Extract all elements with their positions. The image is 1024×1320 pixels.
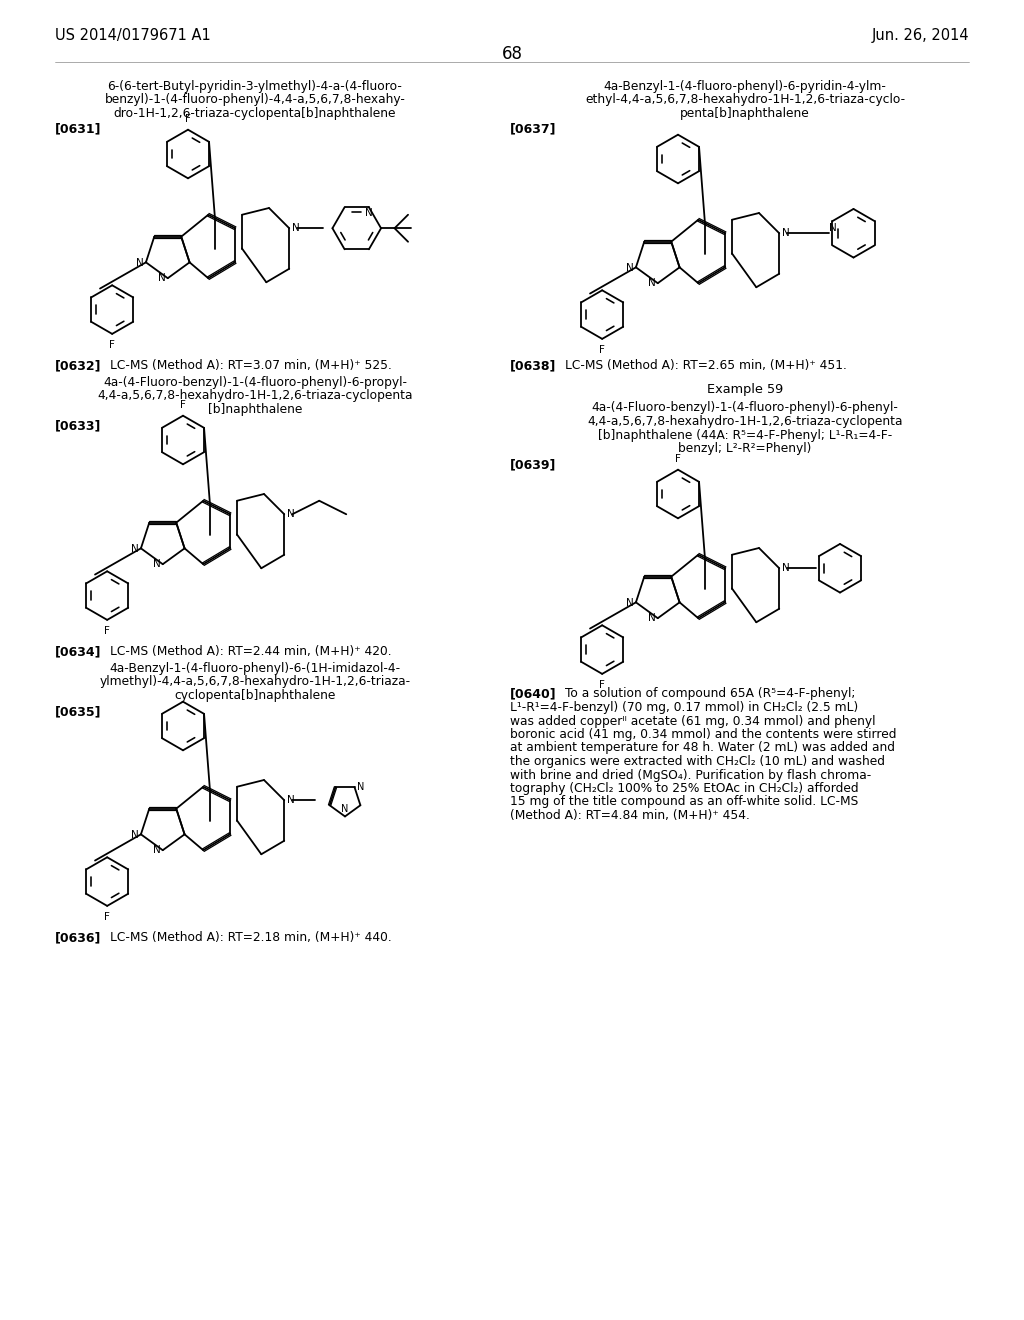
Text: US 2014/0179671 A1: US 2014/0179671 A1 — [55, 28, 211, 44]
Text: 15 mg of the title compound as an off-white solid. LC-MS: 15 mg of the title compound as an off-wh… — [510, 796, 858, 808]
Text: Jun. 26, 2014: Jun. 26, 2014 — [871, 28, 969, 44]
Text: F: F — [185, 115, 190, 124]
Text: [b]naphthalene (44A: R⁵=4-F-Phenyl; L¹-R₁=4-F-: [b]naphthalene (44A: R⁵=4-F-Phenyl; L¹-R… — [598, 429, 892, 441]
Text: ethyl-4,4-a,5,6,7,8-hexahydro-1H-1,2,6-triaza-cyclo-: ethyl-4,4-a,5,6,7,8-hexahydro-1H-1,2,6-t… — [585, 94, 905, 107]
Text: 4,4-a,5,6,7,8-hexahydro-1H-1,2,6-triaza-cyclopenta: 4,4-a,5,6,7,8-hexahydro-1H-1,2,6-triaza-… — [97, 389, 413, 403]
Text: L¹-R¹=4-F-benzyl) (70 mg, 0.17 mmol) in CH₂Cl₂ (2.5 mL): L¹-R¹=4-F-benzyl) (70 mg, 0.17 mmol) in … — [510, 701, 858, 714]
Text: F: F — [104, 626, 111, 636]
Text: N: N — [131, 830, 139, 841]
Text: N: N — [153, 560, 161, 569]
Text: benzyl)-1-(4-fluoro-phenyl)-4,4-a,5,6,7,8-hexahy-: benzyl)-1-(4-fluoro-phenyl)-4,4-a,5,6,7,… — [104, 94, 406, 107]
Text: benzyl; L²-R²=Phenyl): benzyl; L²-R²=Phenyl) — [678, 442, 812, 455]
Text: [0639]: [0639] — [510, 458, 556, 471]
Text: [0633]: [0633] — [55, 420, 101, 433]
Text: tography (CH₂Cl₂ 100% to 25% EtOAc in CH₂Cl₂) afforded: tography (CH₂Cl₂ 100% to 25% EtOAc in CH… — [510, 781, 859, 795]
Text: 68: 68 — [502, 45, 522, 63]
Text: F: F — [599, 346, 605, 355]
Text: N: N — [365, 209, 373, 218]
Text: [0637]: [0637] — [510, 123, 556, 136]
Text: boronic acid (41 mg, 0.34 mmol) and the contents were stirred: boronic acid (41 mg, 0.34 mmol) and the … — [510, 729, 896, 741]
Text: F: F — [110, 341, 115, 350]
Text: N: N — [288, 510, 295, 519]
Text: N: N — [153, 845, 161, 855]
Text: [0634]: [0634] — [55, 645, 101, 659]
Text: with brine and dried (MgSO₄). Purification by flash chroma-: with brine and dried (MgSO₄). Purificati… — [510, 768, 871, 781]
Text: N: N — [782, 228, 790, 238]
Text: N: N — [356, 783, 364, 792]
Text: the organics were extracted with CH₂Cl₂ (10 mL) and washed: the organics were extracted with CH₂Cl₂ … — [510, 755, 885, 768]
Text: was added copperᴵᴵ acetate (61 mg, 0.34 mmol) and phenyl: was added copperᴵᴵ acetate (61 mg, 0.34 … — [510, 714, 876, 727]
Text: 4a-Benzyl-1-(4-fluoro-phenyl)-6-pyridin-4-ylm-: 4a-Benzyl-1-(4-fluoro-phenyl)-6-pyridin-… — [603, 81, 887, 92]
Text: N: N — [136, 259, 144, 268]
Text: (Method A): RT=4.84 min, (M+H)⁺ 454.: (Method A): RT=4.84 min, (M+H)⁺ 454. — [510, 809, 750, 822]
Text: LC-MS (Method A): RT=2.65 min, (M+H)⁺ 451.: LC-MS (Method A): RT=2.65 min, (M+H)⁺ 45… — [565, 359, 847, 372]
Text: [0638]: [0638] — [510, 359, 556, 372]
Text: [0631]: [0631] — [55, 123, 101, 136]
Text: LC-MS (Method A): RT=2.18 min, (M+H)⁺ 440.: LC-MS (Method A): RT=2.18 min, (M+H)⁺ 44… — [110, 932, 392, 945]
Text: N: N — [158, 273, 166, 284]
Text: [0640]: [0640] — [510, 688, 557, 701]
Text: LC-MS (Method A): RT=3.07 min, (M+H)⁺ 525.: LC-MS (Method A): RT=3.07 min, (M+H)⁺ 52… — [110, 359, 392, 372]
Text: N: N — [626, 598, 634, 609]
Text: 4a-(4-Fluoro-benzyl)-1-(4-fluoro-phenyl)-6-phenyl-: 4a-(4-Fluoro-benzyl)-1-(4-fluoro-phenyl)… — [592, 401, 898, 414]
Text: [0632]: [0632] — [55, 359, 101, 372]
Text: N: N — [782, 564, 790, 573]
Text: [0636]: [0636] — [55, 932, 101, 945]
Text: Example 59: Example 59 — [707, 383, 783, 396]
Text: [0635]: [0635] — [55, 705, 101, 718]
Text: N: N — [341, 804, 349, 814]
Text: 4a-(4-Fluoro-benzyl)-1-(4-fluoro-phenyl)-6-propyl-: 4a-(4-Fluoro-benzyl)-1-(4-fluoro-phenyl)… — [103, 376, 407, 389]
Text: 6-(6-tert-Butyl-pyridin-3-ylmethyl)-4-a-(4-fluoro-: 6-(6-tert-Butyl-pyridin-3-ylmethyl)-4-a-… — [108, 81, 402, 92]
Text: N: N — [288, 795, 295, 805]
Text: F: F — [675, 454, 681, 465]
Text: penta[b]naphthalene: penta[b]naphthalene — [680, 107, 810, 120]
Text: 4a-Benzyl-1-(4-fluoro-phenyl)-6-(1H-imidazol-4-: 4a-Benzyl-1-(4-fluoro-phenyl)-6-(1H-imid… — [110, 663, 400, 675]
Text: N: N — [292, 223, 300, 234]
Text: F: F — [180, 400, 186, 411]
Text: LC-MS (Method A): RT=2.44 min, (M+H)⁺ 420.: LC-MS (Method A): RT=2.44 min, (M+H)⁺ 42… — [110, 645, 391, 659]
Text: cyclopenta[b]naphthalene: cyclopenta[b]naphthalene — [174, 689, 336, 702]
Text: N: N — [648, 279, 655, 288]
Text: F: F — [599, 680, 605, 690]
Text: N: N — [828, 223, 837, 234]
Text: dro-1H-1,2,6-triaza-cyclopenta[b]naphthalene: dro-1H-1,2,6-triaza-cyclopenta[b]naphtha… — [114, 107, 396, 120]
Text: N: N — [626, 264, 634, 273]
Text: at ambient temperature for 48 h. Water (2 mL) was added and: at ambient temperature for 48 h. Water (… — [510, 742, 895, 755]
Text: N: N — [648, 614, 655, 623]
Text: [b]naphthalene: [b]naphthalene — [208, 403, 302, 416]
Text: F: F — [104, 912, 111, 923]
Text: 4,4-a,5,6,7,8-hexahydro-1H-1,2,6-triaza-cyclopenta: 4,4-a,5,6,7,8-hexahydro-1H-1,2,6-triaza-… — [587, 414, 903, 428]
Text: ylmethyl)-4,4-a,5,6,7,8-hexahydro-1H-1,2,6-triaza-: ylmethyl)-4,4-a,5,6,7,8-hexahydro-1H-1,2… — [99, 676, 411, 689]
Text: To a solution of compound 65A (R⁵=4-F-phenyl;: To a solution of compound 65A (R⁵=4-F-ph… — [565, 688, 855, 701]
Text: N: N — [131, 544, 139, 554]
